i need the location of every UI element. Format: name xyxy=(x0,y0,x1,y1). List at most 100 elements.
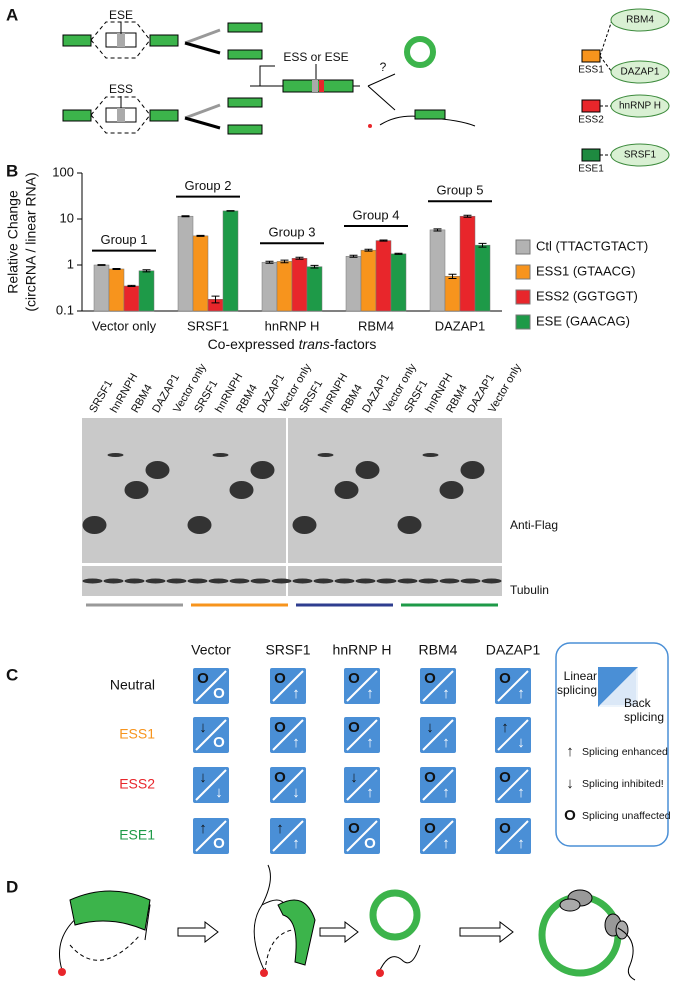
back-symbol: ↑ xyxy=(442,734,450,751)
column-header: hnRNP H xyxy=(333,642,392,658)
reporter-label: ESS or ESE xyxy=(283,50,348,64)
linear-symbol: O xyxy=(348,719,360,736)
linear-symbol: ↑ xyxy=(276,820,284,837)
bar xyxy=(192,235,209,312)
row-label: ESS1 xyxy=(119,726,155,742)
x-tick-label: hnRNP H xyxy=(265,318,320,333)
linear-symbol: ↓ xyxy=(199,769,207,786)
x-axis-title-part: Co-expressed xyxy=(208,336,299,352)
linear-symbol: O xyxy=(274,769,286,786)
linear-symbol: O xyxy=(424,769,436,786)
y-tick-label: 0.1 xyxy=(56,302,74,317)
bar xyxy=(123,285,140,312)
row-label: Neutral xyxy=(110,677,155,693)
linear-symbol: O xyxy=(499,769,511,786)
tubulin-band xyxy=(124,578,145,584)
column-header: DAZAP1 xyxy=(486,642,541,658)
legend-swatch xyxy=(515,264,531,280)
icon-diagonal xyxy=(497,670,529,702)
x-tick-label: RBM4 xyxy=(358,318,394,333)
legend-swatch xyxy=(515,289,531,305)
legend-item: Splicing inhibited! xyxy=(582,778,664,790)
blot-band xyxy=(187,516,212,534)
legend-linear: Linear xyxy=(564,669,597,683)
y-axis-title: (circRNA / linear RNA) xyxy=(23,172,39,311)
tubulin-band xyxy=(292,578,313,584)
tubulin-band xyxy=(334,578,355,584)
legend-item: Splicing unaffected xyxy=(582,810,671,822)
link xyxy=(599,55,613,73)
error-bar xyxy=(478,242,487,248)
linear-symbol: ↓ xyxy=(426,719,434,736)
tubulin-band xyxy=(481,578,502,584)
icon-diagonal xyxy=(422,769,454,801)
y-tick-label: 100 xyxy=(52,164,74,179)
error-bar xyxy=(448,273,457,279)
bar xyxy=(429,229,446,312)
icon-diagonal xyxy=(195,769,227,801)
legend-symbol: O xyxy=(564,807,576,824)
icon-diagonal xyxy=(422,719,454,751)
back-symbol: ↓ xyxy=(292,784,300,801)
bar xyxy=(390,253,407,312)
partner xyxy=(610,94,670,118)
icon-diagonal xyxy=(272,820,304,852)
bar xyxy=(108,268,125,312)
partner xyxy=(610,8,670,32)
blot-band xyxy=(460,461,485,479)
group-label: Group 4 xyxy=(353,207,400,222)
linear-symbol: O xyxy=(499,820,511,837)
blot-band xyxy=(355,461,380,479)
icon-diagonal xyxy=(346,719,378,751)
legend-label: Ctl (TTACTGTACT) xyxy=(536,238,648,253)
tubulin-band xyxy=(250,578,271,584)
linear-symbol: O xyxy=(348,820,360,837)
icon-diagonal xyxy=(195,670,227,702)
blot-band xyxy=(292,516,317,534)
x-axis-title-part: -factors xyxy=(330,336,377,352)
legend-label: ESE (GAACAG) xyxy=(536,313,630,328)
panel-label: C xyxy=(6,665,18,684)
element-label: ESS1 xyxy=(578,65,604,76)
row-label: ESS2 xyxy=(119,776,155,792)
linear-symbol: O xyxy=(348,670,360,687)
bar xyxy=(345,255,362,312)
legend-item: Splicing enhanced xyxy=(582,746,668,758)
bar xyxy=(306,266,323,312)
icon-diagonal xyxy=(497,769,529,801)
error-bar xyxy=(112,267,121,270)
linear-symbol: O xyxy=(499,670,511,687)
partner xyxy=(610,60,670,84)
linear-symbol: ↓ xyxy=(350,769,358,786)
x-tick-label: DAZAP1 xyxy=(435,318,486,333)
blot-band xyxy=(334,481,359,499)
icon-diagonal xyxy=(346,670,378,702)
icon-diagonal xyxy=(422,670,454,702)
legend-linear: splicing xyxy=(557,683,597,697)
back-symbol: ↑ xyxy=(366,784,374,801)
tubulin-band xyxy=(418,578,439,584)
tubulin-band xyxy=(208,578,229,584)
legend-icon-white xyxy=(600,669,636,705)
blot-band xyxy=(145,461,170,479)
blot-band xyxy=(397,516,422,534)
column-header: RBM4 xyxy=(419,642,458,658)
legend-label: ESS1 (GTAACG) xyxy=(536,263,635,278)
back-symbol: ↑ xyxy=(442,835,450,852)
lane-label: Vector only xyxy=(486,361,524,415)
linear-symbol: O xyxy=(424,670,436,687)
icon-diagonal xyxy=(195,719,227,751)
bar xyxy=(93,264,110,312)
bar xyxy=(222,210,239,312)
linear-symbol: O xyxy=(274,670,286,687)
partner-label: DAZAP1 xyxy=(621,67,660,78)
tubulin-band xyxy=(229,578,250,584)
x-tick-label: Vector only xyxy=(92,318,157,333)
legend-label: ESS2 (GGTGGT) xyxy=(536,288,638,303)
back-symbol: O xyxy=(213,835,225,852)
blot-band xyxy=(82,516,107,534)
bar xyxy=(444,275,461,312)
group-label: Group 2 xyxy=(185,178,232,193)
antibody-label: Anti-Flag xyxy=(510,518,558,532)
